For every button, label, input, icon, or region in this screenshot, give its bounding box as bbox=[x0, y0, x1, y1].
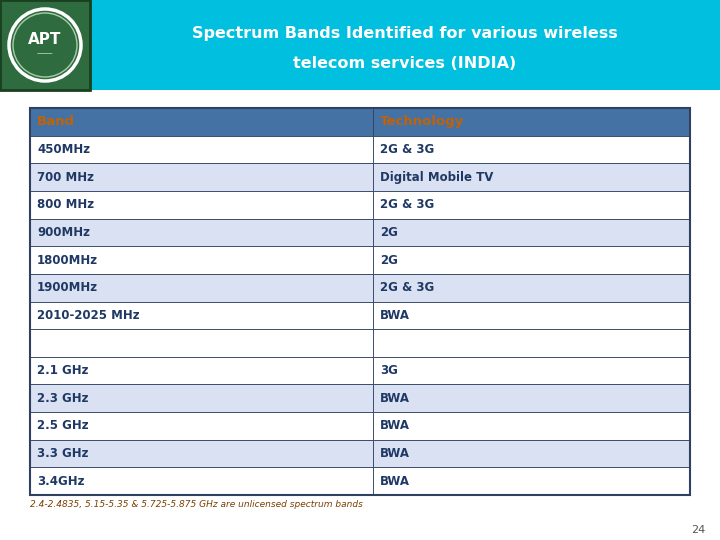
Text: 2G & 3G: 2G & 3G bbox=[380, 281, 434, 294]
Bar bbox=[30, 191, 373, 219]
Text: 700 MHz: 700 MHz bbox=[37, 171, 94, 184]
Text: 3.3 GHz: 3.3 GHz bbox=[37, 447, 89, 460]
Text: BWA: BWA bbox=[380, 309, 410, 322]
Text: 1800MHz: 1800MHz bbox=[37, 254, 98, 267]
Text: BWA: BWA bbox=[380, 392, 410, 405]
Text: Technology: Technology bbox=[380, 116, 464, 129]
Bar bbox=[373, 163, 690, 191]
Bar bbox=[373, 384, 690, 412]
Bar bbox=[373, 108, 690, 136]
Text: 2.3 GHz: 2.3 GHz bbox=[37, 392, 89, 405]
Bar bbox=[373, 191, 690, 219]
Text: BWA: BWA bbox=[380, 475, 410, 488]
Bar bbox=[30, 274, 373, 301]
Text: Band: Band bbox=[37, 116, 75, 129]
Bar bbox=[373, 440, 690, 467]
Text: 450MHz: 450MHz bbox=[37, 143, 90, 156]
Text: 2G & 3G: 2G & 3G bbox=[380, 198, 434, 211]
Text: 2G: 2G bbox=[380, 254, 398, 267]
Bar bbox=[30, 467, 373, 495]
Text: 800 MHz: 800 MHz bbox=[37, 198, 94, 211]
Bar bbox=[30, 412, 373, 440]
Bar bbox=[30, 219, 373, 246]
Bar bbox=[90, 0, 720, 90]
Bar bbox=[30, 108, 373, 136]
Text: Spectrum Bands Identified for various wireless: Spectrum Bands Identified for various wi… bbox=[192, 26, 618, 41]
Bar bbox=[373, 467, 690, 495]
Bar bbox=[30, 440, 373, 467]
Text: telecom services (INDIA): telecom services (INDIA) bbox=[293, 56, 517, 71]
Bar bbox=[30, 246, 373, 274]
Bar bbox=[373, 136, 690, 163]
Bar bbox=[30, 163, 373, 191]
Text: 2.4-2.4835, 5.15-5.35 & 5.725-5.875 GHz are unlicensed spectrum bands: 2.4-2.4835, 5.15-5.35 & 5.725-5.875 GHz … bbox=[30, 500, 363, 509]
Text: 2010-2025 MHz: 2010-2025 MHz bbox=[37, 309, 140, 322]
Text: 3.4GHz: 3.4GHz bbox=[37, 475, 84, 488]
Bar bbox=[30, 384, 373, 412]
Text: APT: APT bbox=[28, 31, 62, 46]
Text: 900MHz: 900MHz bbox=[37, 226, 90, 239]
Text: ——: —— bbox=[37, 50, 53, 58]
Text: Digital Mobile TV: Digital Mobile TV bbox=[380, 171, 494, 184]
Bar bbox=[373, 274, 690, 301]
Bar bbox=[30, 357, 373, 384]
Text: 2.1 GHz: 2.1 GHz bbox=[37, 364, 89, 377]
Bar bbox=[30, 301, 373, 329]
Bar bbox=[373, 219, 690, 246]
Text: 2.5 GHz: 2.5 GHz bbox=[37, 420, 89, 433]
Bar bbox=[373, 357, 690, 384]
Bar bbox=[30, 108, 690, 495]
Bar bbox=[373, 329, 690, 357]
Text: 2G: 2G bbox=[380, 226, 398, 239]
Bar bbox=[0, 0, 90, 90]
Text: 3G: 3G bbox=[380, 364, 398, 377]
Bar bbox=[373, 301, 690, 329]
Bar bbox=[373, 246, 690, 274]
Text: 1900MHz: 1900MHz bbox=[37, 281, 98, 294]
Bar bbox=[30, 136, 373, 163]
Bar bbox=[373, 412, 690, 440]
Text: BWA: BWA bbox=[380, 447, 410, 460]
Text: BWA: BWA bbox=[380, 420, 410, 433]
Text: 2G & 3G: 2G & 3G bbox=[380, 143, 434, 156]
Text: 24: 24 bbox=[690, 525, 705, 535]
Bar bbox=[30, 329, 373, 357]
